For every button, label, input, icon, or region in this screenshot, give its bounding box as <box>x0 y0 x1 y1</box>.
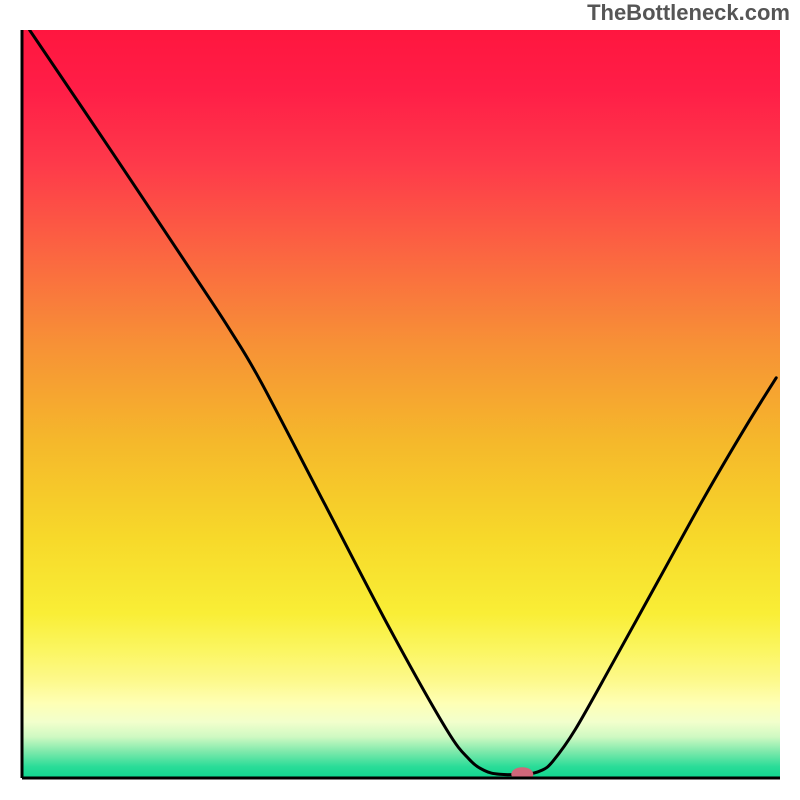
chart-container: TheBottleneck.com <box>0 0 800 800</box>
plot-background <box>22 30 780 778</box>
brand-attribution: TheBottleneck.com <box>587 0 790 26</box>
bottleneck-chart <box>0 0 800 800</box>
